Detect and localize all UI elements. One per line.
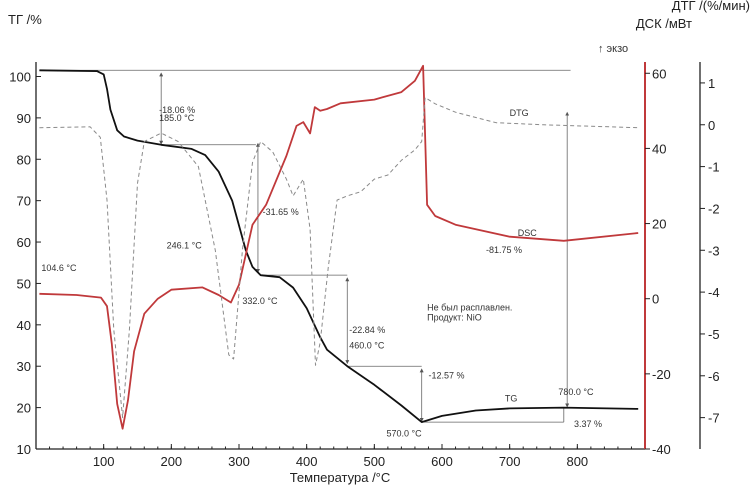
- dsc-axis-title: ДСК /мВт: [636, 16, 692, 31]
- annotation-label: DSC: [518, 228, 538, 238]
- tg-curve: [39, 69, 639, 423]
- x-tick-label: 500: [363, 454, 385, 469]
- tg-tick-label: 50: [17, 276, 31, 291]
- dsc-tick-label: 20: [652, 217, 666, 232]
- dsc-curve: [39, 64, 639, 430]
- tg-tick-label: 10: [17, 442, 31, 457]
- annotation-label: 570.0 °C: [387, 429, 423, 439]
- x-tick-label: 100: [93, 454, 115, 469]
- tg-tick-label: 40: [17, 318, 31, 333]
- annotation-label: Продукт: NiO: [427, 313, 482, 323]
- dtg-tick-label: 0: [708, 118, 715, 133]
- annotation-label: 185.0 °C: [159, 113, 195, 123]
- tg-tick-label: 100: [9, 69, 31, 84]
- annotation-label: 104.6 °C: [41, 263, 77, 273]
- dtg-tick-label: -1: [708, 160, 720, 175]
- dsc-tick-label: 60: [652, 66, 666, 81]
- dtg-tick-label: -4: [708, 285, 720, 300]
- dtg-axis-title: ДТГ /(%/мин): [672, 0, 750, 13]
- annotation-label: 246.1 °C: [167, 240, 203, 250]
- dsc-tick-label: 0: [652, 292, 659, 307]
- annotation-label: -31.65 %: [263, 207, 299, 217]
- x-tick-label: 400: [296, 454, 318, 469]
- x-tick-label: 300: [228, 454, 250, 469]
- tg-tick-label: 80: [17, 152, 31, 167]
- annotation-label: 460.0 °C: [349, 340, 385, 350]
- x-tick-label: 600: [431, 454, 453, 469]
- dsc-tick-label: -40: [652, 442, 671, 457]
- dtg-tick-label: -6: [708, 369, 720, 384]
- tg-tick-label: 30: [17, 359, 31, 374]
- annotation-label: 332.0 °C: [242, 296, 278, 306]
- annotation-label: -18.06 %: [159, 105, 195, 115]
- annotation-label: TG: [505, 393, 518, 403]
- tg-tick-label: 90: [17, 111, 31, 126]
- exo-label: ↑ экзо: [598, 43, 628, 55]
- dtg-tick-label: 1: [708, 76, 715, 91]
- dsc-tick-label: 40: [652, 141, 666, 156]
- dsc-tick-label: -20: [652, 367, 671, 382]
- tg-axis-title: ТГ /%: [8, 12, 42, 27]
- dtg-tick-label: -5: [708, 327, 720, 342]
- annotation-label: -22.84 %: [349, 325, 385, 335]
- tg-tick-label: 20: [17, 401, 31, 416]
- x-tick-label: 200: [160, 454, 182, 469]
- x-tick-label: 700: [499, 454, 521, 469]
- tg-tick-label: 60: [17, 235, 31, 250]
- tg-tick-label: 70: [17, 194, 31, 209]
- dtg-tick-label: -7: [708, 411, 720, 426]
- dtg-tick-label: -3: [708, 243, 720, 258]
- annotation-label: Не был расплавлен.: [427, 302, 512, 312]
- dtg-tick-label: -2: [708, 201, 720, 216]
- annotation-label: -81.75 %: [486, 245, 522, 255]
- dtg-curve: [39, 97, 639, 419]
- x-axis-title: Температура /°C: [290, 470, 391, 485]
- annotation-label: 780.0 °C: [558, 387, 594, 397]
- annotation-label: 3.37 %: [574, 419, 602, 429]
- annotation-label: DTG: [510, 108, 529, 118]
- x-tick-label: 800: [566, 454, 588, 469]
- annotation-label: -12.57 %: [428, 371, 464, 381]
